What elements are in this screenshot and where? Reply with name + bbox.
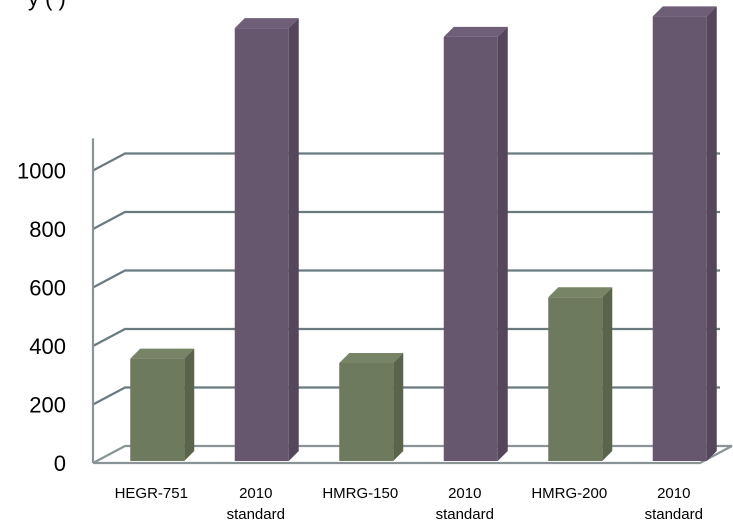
x-axis-tick-labels: HEGR-751 2010 standard HMRG-150 2010 standard…: [115, 485, 703, 523]
y-tick-label-1000: 1000: [17, 159, 66, 184]
x-tick-label-5: HMRG-200: [531, 485, 607, 502]
gridlines: [91, 138, 733, 465]
gridline-400: [92, 327, 720, 347]
y-tick-label-400: 400: [29, 334, 66, 359]
gridline-1000: [92, 152, 720, 172]
x-tick-label-3: HMRG-150: [322, 485, 398, 502]
y-axis-tick-labels: 0 200 400 600 800 1000: [17, 159, 66, 477]
y-tick-label-600: 600: [29, 276, 66, 301]
bar-3: [339, 353, 404, 461]
floor: [92, 444, 733, 465]
x-tick-label-2: 2010 standard: [227, 485, 285, 523]
x-tick-label-6: 2010 standard: [645, 485, 703, 523]
x-tick-label-4: 2010 standard: [436, 485, 494, 523]
chart-title-fragment: y ( ): [28, 0, 66, 11]
y-tick-label-200: 200: [29, 393, 66, 418]
gridline-600: [92, 269, 720, 289]
bars: [130, 6, 717, 462]
bar-6: [652, 6, 717, 462]
x-tick-label-1: HEGR-751: [115, 485, 188, 502]
y-tick-label-0: 0: [54, 451, 66, 476]
bar-4: [443, 26, 508, 461]
bar-2: [234, 18, 299, 461]
y-tick-label-800: 800: [29, 217, 66, 242]
bar-1: [130, 348, 195, 461]
gridline-800: [92, 210, 720, 230]
gridline-200: [92, 386, 720, 406]
bar-5: [548, 287, 613, 461]
